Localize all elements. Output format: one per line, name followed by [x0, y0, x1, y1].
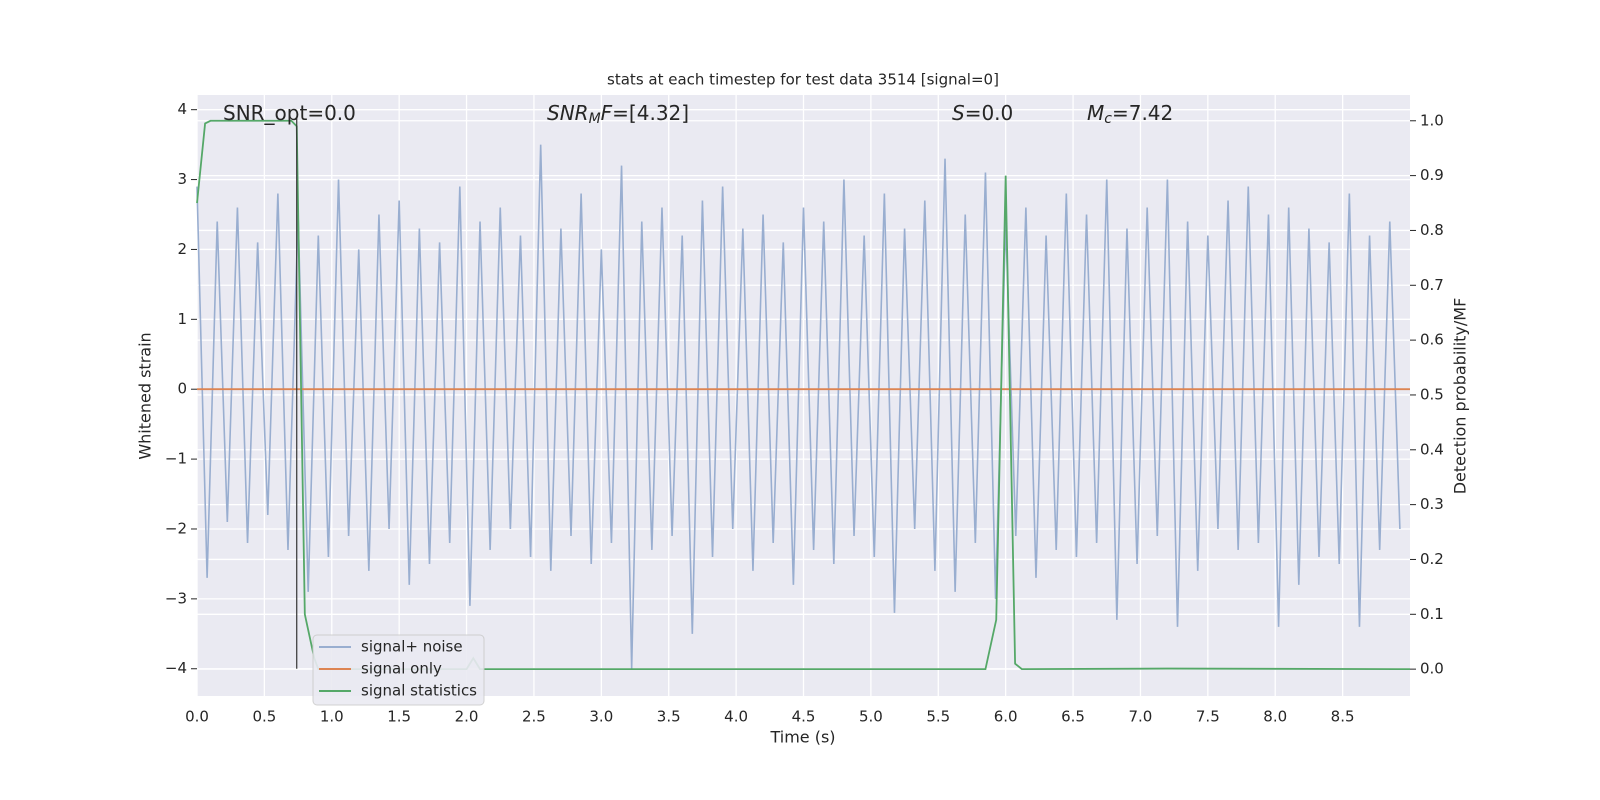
y-tick-label: 3 [177, 170, 187, 188]
y2-tick-label: 0.3 [1420, 495, 1444, 513]
y2-tick-label: 0.2 [1420, 550, 1444, 568]
x-tick-label: 5.5 [926, 708, 950, 726]
annotation-part: =0.0 [965, 101, 1014, 125]
x-tick-label: 4.0 [724, 708, 748, 726]
x-tick-label: 8.0 [1263, 708, 1287, 726]
chart-title: stats at each timestep for test data 351… [607, 71, 999, 89]
legend-label: signal statistics [361, 682, 477, 700]
annotation-part: M [1087, 101, 1104, 125]
y2-tick-label: 0.0 [1420, 660, 1444, 678]
y-axis-label: Whitened strain [136, 332, 155, 459]
x-tick-label: 4.5 [792, 708, 816, 726]
x-tick-label: 5.0 [859, 708, 883, 726]
y2-tick-label: 0.9 [1420, 166, 1444, 184]
x-tick-label: 7.5 [1196, 708, 1220, 726]
y-tick-label: −4 [165, 659, 187, 677]
annotation-part: F [601, 101, 613, 125]
y-tick-label: −2 [165, 519, 187, 537]
annotation-part: SNR [547, 101, 589, 125]
annotation: SNR_opt=0.0 [223, 101, 356, 125]
y2-tick-label: 0.4 [1420, 440, 1444, 458]
x-tick-label: 0.0 [185, 708, 209, 726]
x-tick-label: 3.5 [657, 708, 681, 726]
series-line [196, 144, 1401, 669]
y-tick-label: 1 [177, 310, 187, 328]
annotation-part: =7.42 [1112, 101, 1173, 125]
y2-axis-label: Detection probability/MF [1451, 298, 1470, 495]
x-tick-label: 2.5 [522, 708, 546, 726]
y2-tick-label: 0.1 [1420, 605, 1444, 623]
annotation-part: SNR_opt=0.0 [223, 101, 356, 125]
annotation: SNRMF=[4.32] [547, 101, 689, 128]
y2-tick-label: 1.0 [1420, 111, 1444, 129]
x-tick-label: 7.0 [1129, 708, 1153, 726]
y-tick-label: 4 [177, 100, 187, 118]
annotation-part: S [952, 101, 965, 125]
x-tick-label: 3.0 [589, 708, 613, 726]
x-tick-label: 0.5 [252, 708, 276, 726]
x-tick-label: 6.5 [1061, 708, 1085, 726]
y-tick-label: −1 [165, 450, 187, 468]
y2-tick-label: 0.5 [1420, 385, 1444, 403]
x-tick-label: 6.0 [994, 708, 1018, 726]
annotation: S=0.0 [952, 101, 1013, 125]
annotation-part: c [1104, 111, 1112, 127]
y2-tick-label: 0.6 [1420, 331, 1444, 349]
x-tick-label: 8.5 [1331, 708, 1355, 726]
y2-tick-label: 0.7 [1420, 276, 1444, 294]
x-axis-label: Time (s) [769, 728, 835, 747]
y-tick-label: 2 [177, 240, 187, 258]
annotation-part: M [589, 111, 601, 127]
annotation: Mc=7.42 [1087, 101, 1173, 128]
y-tick-label: 0 [177, 380, 187, 398]
x-tick-label: 1.5 [387, 708, 411, 726]
legend-label: signal only [361, 660, 442, 678]
legend-label: signal+ noise [361, 638, 463, 656]
annotation-part: =[4.32] [612, 101, 689, 125]
y-tick-label: −3 [165, 589, 187, 607]
y2-tick-label: 0.8 [1420, 221, 1444, 239]
legend-box [312, 634, 485, 706]
x-tick-label: 1.0 [320, 708, 344, 726]
x-tick-label: 2.0 [455, 708, 479, 726]
